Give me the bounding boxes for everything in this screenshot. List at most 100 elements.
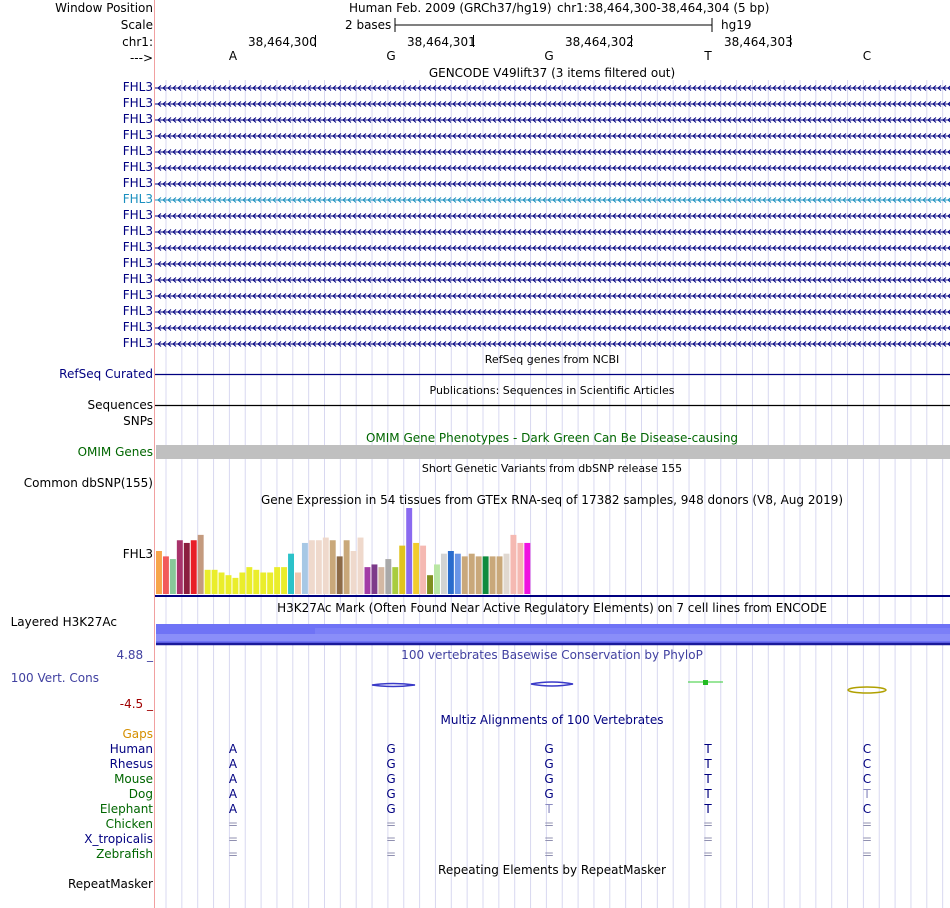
gencode-transcript-label[interactable]: FHL3 [122,224,153,238]
gencode-transcript-label[interactable]: FHL3 [122,160,153,174]
gencode-transcript-label[interactable]: FHL3 [122,176,153,190]
gtex-tissue-bar[interactable] [301,542,308,594]
gencode-transcript-label[interactable]: FHL3 [122,96,153,110]
gencode-transcript-label[interactable]: FHL3 [122,144,153,158]
refseq-gene-line[interactable] [155,373,950,376]
gtex-tissue-bar[interactable] [253,569,260,594]
gencode-transcript-line[interactable] [155,229,950,235]
gtex-tissue-bar[interactable] [378,567,385,594]
gtex-tissue-bar[interactable] [371,564,378,594]
gencode-transcript-line[interactable] [155,165,950,171]
gencode-transcript-line[interactable] [155,245,950,251]
gencode-transcript-label[interactable]: FHL3 [122,128,153,142]
gtex-tissue-bar[interactable] [489,556,496,594]
gtex-tissue-bar[interactable] [329,540,336,594]
gencode-transcript-label[interactable]: FHL3 [122,288,153,302]
gtex-bar-chart[interactable] [155,508,950,598]
gtex-tissue-bar[interactable] [218,572,225,595]
gencode-transcript-line[interactable] [155,101,950,107]
dbsnp-label[interactable]: Common dbSNP(155) [23,476,153,490]
gtex-tissue-bar[interactable] [420,545,427,594]
gtex-tissue-bar[interactable] [190,540,197,594]
multiz-species-label[interactable]: Chicken [105,817,153,831]
gtex-tissue-bar[interactable] [197,534,204,594]
gencode-transcript-label[interactable]: FHL3 [122,240,153,254]
gencode-transcript-label[interactable]: FHL3 [122,272,153,286]
refseq-label[interactable]: RefSeq Curated [59,367,153,381]
gtex-gene-label[interactable]: FHL3 [122,547,153,561]
gencode-transcript-line[interactable] [155,197,950,203]
multiz-species-label[interactable]: X_tropicalis [84,832,153,846]
gencode-transcript-label[interactable]: FHL3 [122,320,153,334]
gencode-transcript-line[interactable] [155,149,950,155]
gencode-transcript-line[interactable] [155,277,950,283]
multiz-species-label[interactable]: Human [109,742,153,756]
gtex-tissue-bar[interactable] [176,540,183,594]
gtex-tissue-bar[interactable] [503,553,510,594]
gtex-tissue-bar[interactable] [204,569,211,594]
gtex-tissue-bar[interactable] [392,567,399,594]
gtex-tissue-bar[interactable] [281,567,288,594]
gtex-tissue-bar[interactable] [461,556,468,594]
h3k27ac-signal[interactable] [155,624,950,646]
gtex-tissue-bar[interactable] [315,540,322,594]
gtex-tissue-bar[interactable] [169,559,176,594]
multiz-track-title[interactable]: Multiz Alignments of 100 Vertebrates [440,713,664,727]
gencode-transcript-line[interactable] [155,213,950,219]
gtex-tissue-bar[interactable] [211,569,218,594]
gtex-tissue-bar[interactable] [239,572,246,595]
omim-track-title[interactable]: OMIM Gene Phenotypes - Dark Green Can Be… [365,431,739,445]
gtex-tissue-bar[interactable] [413,542,420,594]
gencode-transcript-line[interactable] [155,309,950,315]
gencode-transcript-label[interactable]: FHL3 [122,304,153,318]
phylop-signal[interactable] [155,676,950,696]
gencode-transcript-line[interactable] [155,85,950,91]
gtex-tissue-bar[interactable] [232,577,239,594]
gtex-tissue-bar[interactable] [156,551,162,594]
gencode-transcript-label[interactable]: FHL3 [122,80,153,94]
gencode-transcript-line[interactable] [155,341,950,347]
gtex-tissue-bar[interactable] [308,540,315,594]
gtex-tissue-bar[interactable] [482,556,489,594]
multiz-species-label[interactable]: Rhesus [109,757,153,771]
gtex-tissue-bar[interactable] [406,508,413,594]
repeatmasker-track-title[interactable]: Repeating Elements by RepeatMasker [438,863,666,877]
gtex-tissue-bar[interactable] [274,567,281,594]
gtex-tissue-bar[interactable] [267,572,274,595]
gencode-transcript-label[interactable]: FHL3 [122,112,153,126]
phylop-track-title[interactable]: 100 vertebrates Basewise Conservation by… [401,648,703,662]
gtex-tissue-bar[interactable] [350,551,357,594]
gtex-tissue-bar[interactable] [336,556,343,594]
publications-track-title[interactable]: Publications: Sequences in Scientific Ar… [429,384,675,397]
multiz-species-label[interactable]: Mouse [114,772,153,786]
gtex-tissue-bar[interactable] [288,553,294,594]
gencode-transcript-line[interactable] [155,133,950,139]
gtex-tissue-bar[interactable] [295,572,301,595]
gtex-track-title[interactable]: Gene Expression in 54 tissues from GTEx … [260,493,844,507]
gtex-tissue-bar[interactable] [343,540,350,594]
multiz-species-label[interactable]: Elephant [99,802,153,816]
gtex-tissue-bar[interactable] [162,556,169,594]
position-readout[interactable]: chr1:38,464,300-38,464,304 (5 bp) [557,1,770,15]
gtex-tissue-bar[interactable] [399,545,406,594]
gtex-tissue-bar[interactable] [524,542,531,594]
omim-band[interactable] [156,445,950,459]
gtex-tissue-bar[interactable] [440,553,447,594]
gtex-tissue-bar[interactable] [434,564,440,594]
gtex-tissue-bar[interactable] [260,572,267,595]
snps-label[interactable]: SNPs [123,414,153,428]
gtex-tissue-bar[interactable] [427,575,433,594]
omim-label[interactable]: OMIM Genes [77,445,153,459]
gencode-transcript-line[interactable] [155,117,950,123]
gencode-transcript-line[interactable] [155,293,950,299]
gtex-tissue-bar[interactable] [225,575,232,594]
publications-label[interactable]: Sequences [87,398,153,412]
gencode-transcript-line[interactable] [155,181,950,187]
gtex-tissue-bar[interactable] [447,551,454,594]
gtex-tissue-bar[interactable] [357,537,364,594]
gtex-tissue-bar[interactable] [496,556,503,594]
gencode-transcript-line[interactable] [155,261,950,267]
gencode-transcript-label[interactable]: FHL3 [122,336,153,350]
h3k27ac-label[interactable]: Layered H3K27Ac [10,615,117,629]
gtex-tissue-bar[interactable] [322,537,329,594]
